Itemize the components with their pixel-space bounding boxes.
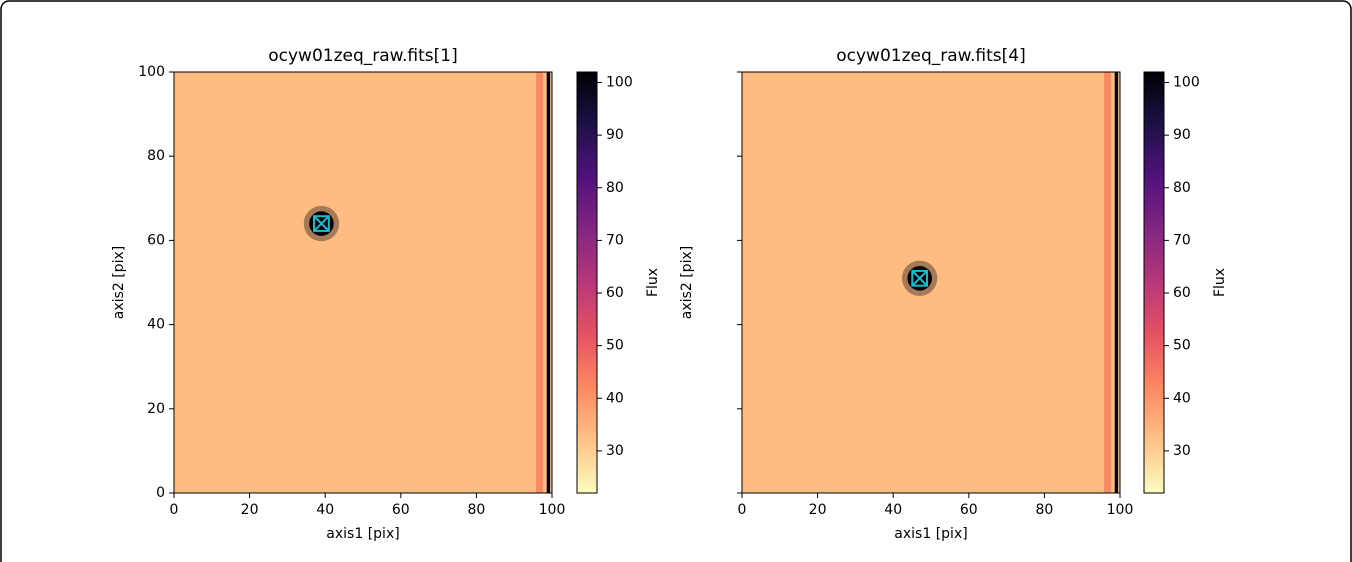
y-tick-label: 20 [147,401,165,417]
chart-title: ocyw01zeq_raw.fits[1] [268,46,457,66]
colorbar-tick-label: 80 [1173,180,1191,196]
chart-title: ocyw01zeq_raw.fits[4] [836,46,1025,66]
marker-cross [313,215,330,232]
image-background [174,72,552,493]
x-tick-label: 60 [960,502,978,518]
colorbar [576,71,598,494]
x-tick-label: 40 [884,502,902,518]
bright-column [1114,72,1119,493]
y-tick-label: 0 [156,485,165,501]
colorbar-tick-label: 80 [606,180,624,196]
colorbar-tick-label: 60 [606,285,624,301]
colorbar-tick-label: 70 [1173,232,1191,248]
y-tick-label: 40 [147,317,165,333]
colorbar-tick-label: 90 [1173,127,1191,143]
colorbar-tick-label: 30 [606,443,624,459]
x-tick-label: 100 [539,502,566,518]
colorbar-tick-label: 70 [606,232,624,248]
y-tick-label: 80 [147,148,165,164]
y-tick-label: 60 [147,232,165,248]
bright-column [1104,72,1111,493]
source-marker [911,269,929,287]
x-axis-label: axis1 [pix] [894,526,967,542]
marker-box [313,215,330,232]
x-tick-label: 0 [170,502,179,518]
colorbar-tick-label: 50 [606,338,624,354]
x-tick-label: 60 [392,502,410,518]
marker-box [911,269,929,287]
x-axis-label: axis1 [pix] [326,526,399,542]
colorbar-tick-label: 100 [1173,75,1200,91]
x-tick-label: 80 [1035,502,1053,518]
y-axis-label: axis2 [pix] [111,246,127,319]
axes-frame [741,71,1121,494]
colorbar-tick-label: 50 [1173,338,1191,354]
x-tick-label: 0 [738,502,747,518]
y-tick-label: 100 [138,64,165,80]
colorbar-tick-label: 30 [1173,443,1191,459]
marker-cross [911,270,928,287]
colorbar-label: Flux [1212,268,1228,297]
source-marker [313,215,330,232]
colorbar [1143,71,1165,494]
y-axis-label: axis2 [pix] [679,246,695,319]
x-tick-label: 20 [809,502,827,518]
x-tick-label: 80 [467,502,485,518]
axes-frame [173,71,553,494]
colorbar-label: Flux [645,268,661,297]
colorbar-tick-label: 40 [1173,390,1191,406]
colorbar-tick-label: 40 [606,390,624,406]
bright-column [536,72,543,493]
x-tick-label: 100 [1107,502,1134,518]
x-tick-label: 20 [241,502,259,518]
colorbar-tick-label: 60 [1173,285,1191,301]
colorbar-tick-label: 100 [606,75,633,91]
colorbar-tick-label: 90 [606,127,624,143]
x-tick-label: 40 [316,502,334,518]
bright-column [546,72,551,493]
